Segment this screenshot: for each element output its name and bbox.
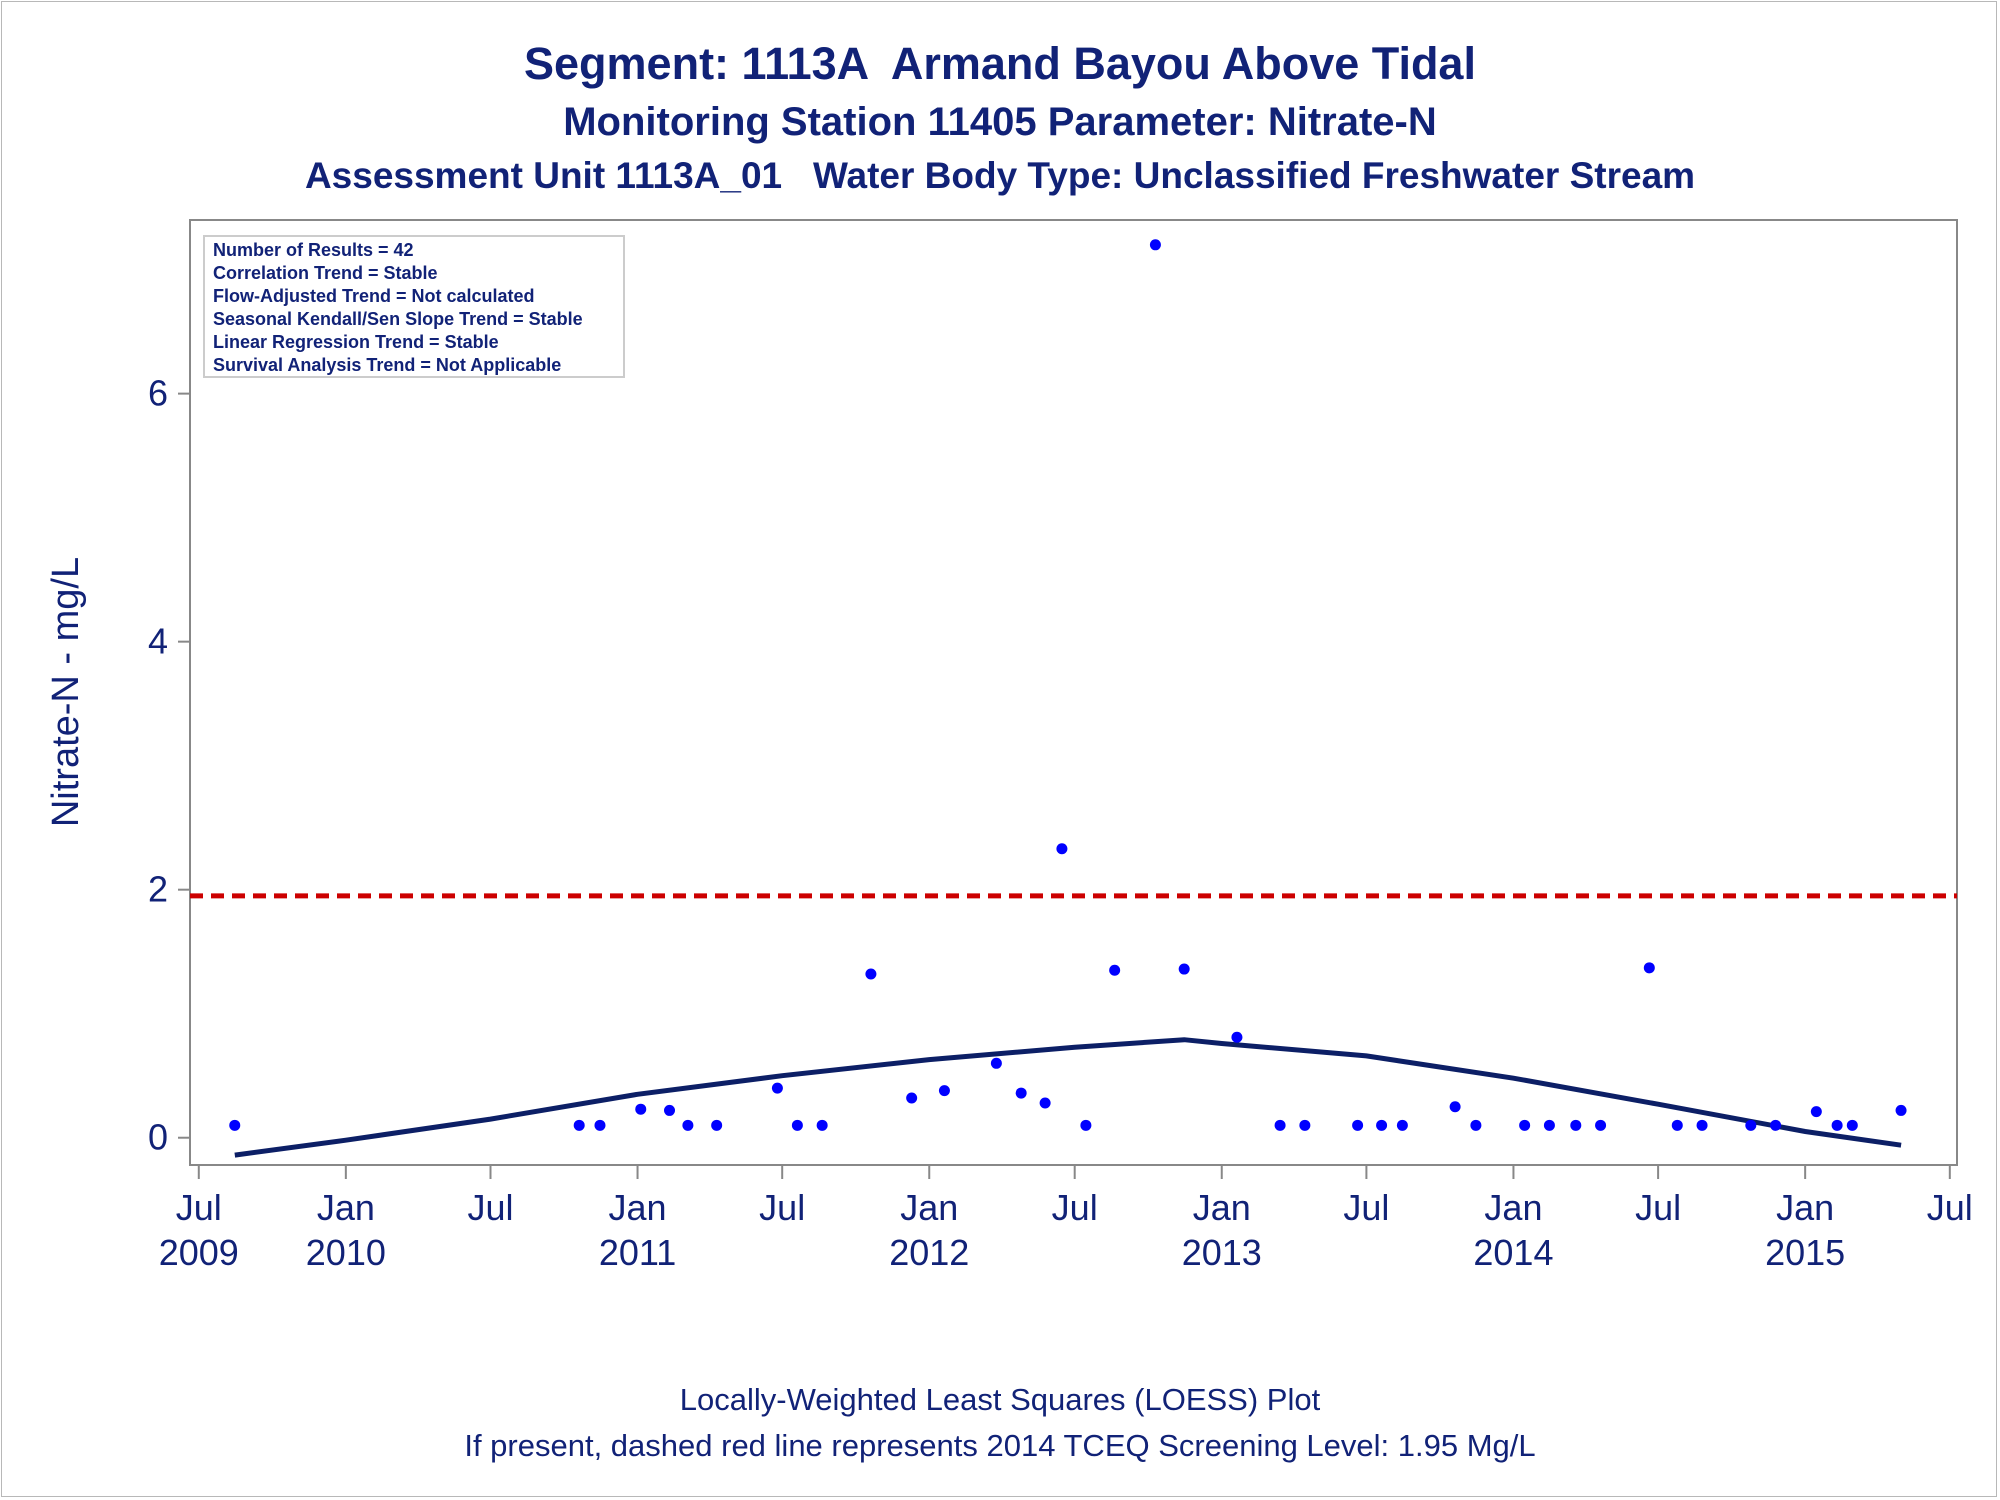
x-tick-year-1: 2010 xyxy=(306,1232,386,1273)
data-point-17 xyxy=(1056,843,1068,855)
data-point-1 xyxy=(229,1119,241,1131)
stats-line-2: Correlation Trend = Stable xyxy=(213,263,438,283)
stats-box-border xyxy=(203,235,625,378)
x-tick-label-4: Jul xyxy=(759,1187,805,1228)
data-point-5 xyxy=(664,1104,676,1116)
data-point-9 xyxy=(791,1119,803,1131)
data-point-21 xyxy=(1178,963,1190,975)
y-axis: 0 2 4 6 xyxy=(148,373,190,1158)
data-point-16 xyxy=(1039,1097,1051,1109)
data-point-20 xyxy=(1149,239,1161,251)
stats-box: Number of Results = 42 Correlation Trend… xyxy=(203,235,625,378)
chart-subtitle-2: Assessment Unit 1113A_01 Water Body Type… xyxy=(304,155,1696,196)
data-point-30 xyxy=(1519,1119,1531,1131)
y-tick-label-6: 6 xyxy=(148,373,168,414)
data-points xyxy=(229,239,1907,1131)
data-point-29 xyxy=(1470,1119,1482,1131)
x-tick-label-1: Jan xyxy=(317,1187,375,1228)
chart-title: Segment: 1113A Armand Bayou Above Tidal xyxy=(524,38,1476,89)
data-point-2 xyxy=(573,1119,585,1131)
data-point-11 xyxy=(865,968,877,980)
stats-line-4: Seasonal Kendall/Sen Slope Trend = Stabl… xyxy=(213,309,583,329)
x-tick-year-7: 2013 xyxy=(1182,1232,1262,1273)
chart-subtitle: Monitoring Station 11405 Parameter: Nitr… xyxy=(563,100,1437,144)
data-point-28 xyxy=(1449,1101,1461,1113)
x-tick-label-8: Jul xyxy=(1343,1187,1389,1228)
data-point-31 xyxy=(1543,1119,1555,1131)
x-tick-year-9: 2014 xyxy=(1473,1232,1553,1273)
data-point-36 xyxy=(1696,1119,1708,1131)
x-tick-label-0: Jul xyxy=(176,1187,222,1228)
x-tick-label-10: Jul xyxy=(1635,1187,1681,1228)
data-point-22 xyxy=(1231,1031,1243,1043)
x-tick-label-9: Jan xyxy=(1484,1187,1542,1228)
data-point-4 xyxy=(635,1103,647,1115)
y-tick-label-0: 0 xyxy=(148,1117,168,1158)
data-point-38 xyxy=(1770,1119,1782,1131)
data-point-39 xyxy=(1810,1106,1822,1118)
data-point-7 xyxy=(711,1119,723,1131)
x-tick-year-0: 2009 xyxy=(159,1232,239,1273)
footnote-method: Locally-Weighted Least Squares (LOESS) P… xyxy=(679,1382,1321,1417)
data-point-35 xyxy=(1671,1119,1683,1131)
stats-line-6: Survival Analysis Trend = Not Applicable xyxy=(213,355,561,375)
y-tick-label-2: 2 xyxy=(148,869,168,910)
stats-line-1: Number of Results = 42 xyxy=(213,240,414,260)
data-point-24 xyxy=(1299,1119,1311,1131)
x-tick-label-5: Jan xyxy=(900,1187,958,1228)
data-point-19 xyxy=(1109,964,1121,976)
data-point-13 xyxy=(938,1085,950,1097)
data-point-15 xyxy=(1015,1087,1027,1099)
x-tick-label-6: Jul xyxy=(1052,1187,1098,1228)
y-tick-label-4: 4 xyxy=(148,621,168,662)
data-point-12 xyxy=(906,1092,918,1104)
data-point-40 xyxy=(1831,1119,1843,1131)
data-point-41 xyxy=(1846,1119,1858,1131)
data-point-34 xyxy=(1643,962,1655,974)
data-point-37 xyxy=(1745,1119,1757,1131)
data-point-32 xyxy=(1570,1119,1582,1131)
data-point-14 xyxy=(990,1057,1002,1069)
data-point-42 xyxy=(1895,1104,1907,1116)
y-axis-label: Nitrate-N - mg/L xyxy=(45,557,87,827)
data-point-8 xyxy=(771,1082,783,1094)
loess-line xyxy=(234,1037,1902,1158)
x-tick-label-3: Jan xyxy=(609,1187,667,1228)
data-point-23 xyxy=(1274,1119,1286,1131)
data-point-26 xyxy=(1376,1119,1388,1131)
stats-line-5: Linear Regression Trend = Stable xyxy=(213,332,499,352)
x-tick-year-11: 2015 xyxy=(1765,1232,1845,1273)
x-tick-label-7: Jan xyxy=(1193,1187,1251,1228)
x-tick-year-5: 2012 xyxy=(889,1232,969,1273)
x-tick-label-11: Jan xyxy=(1776,1187,1834,1228)
data-point-6 xyxy=(682,1119,694,1131)
data-point-27 xyxy=(1396,1119,1408,1131)
x-tick-label-12: Jul xyxy=(1927,1187,1973,1228)
data-point-10 xyxy=(816,1119,828,1131)
x-tick-label-2: Jul xyxy=(467,1187,513,1228)
x-tick-year-3: 2011 xyxy=(599,1232,676,1273)
stats-line-3: Flow-Adjusted Trend = Not calculated xyxy=(213,286,535,306)
data-point-3 xyxy=(594,1119,606,1131)
data-point-18 xyxy=(1080,1119,1092,1131)
data-point-33 xyxy=(1595,1119,1607,1131)
footnote-screening: If present, dashed red line represents 2… xyxy=(464,1428,1536,1463)
data-point-25 xyxy=(1352,1119,1364,1131)
